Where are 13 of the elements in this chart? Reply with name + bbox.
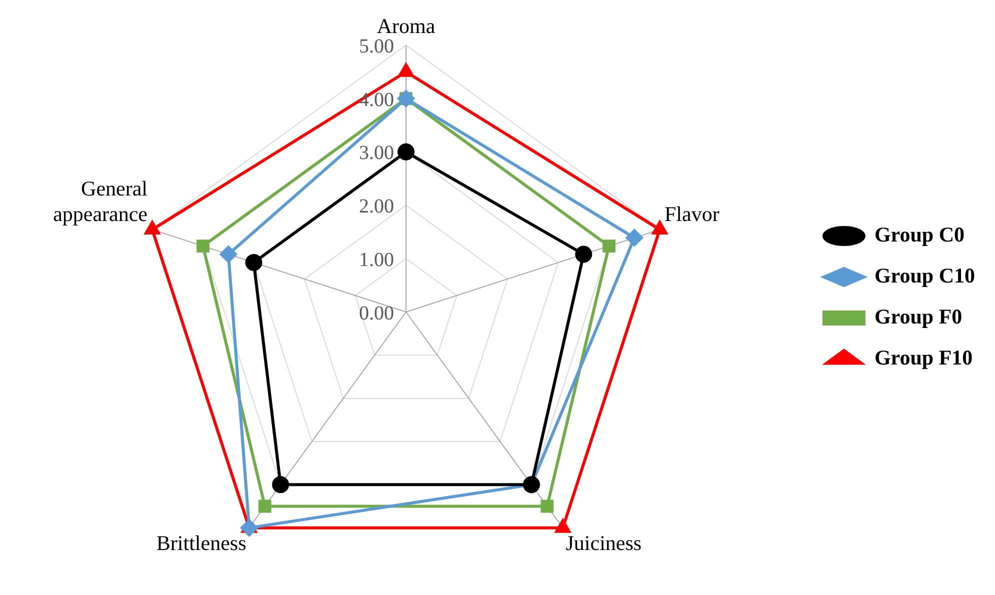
- spoke-label: Brittleness: [156, 531, 246, 556]
- legend-label: Group C10: [874, 263, 976, 288]
- y-tick-label: 1.00: [359, 248, 394, 271]
- spoke-label: General appearance: [53, 176, 148, 226]
- y-tick-label: 3.00: [359, 142, 394, 164]
- legend-label: Group F0: [874, 304, 962, 328]
- spoke-label: Flavor: [664, 202, 720, 226]
- spoke-label: Juiciness: [566, 531, 642, 556]
- y-tick-label: 0.00: [359, 302, 394, 324]
- y-tick-label: 2.00: [359, 196, 394, 218]
- y-tick-label: 4.00: [359, 88, 394, 111]
- legend-label: Group C0: [874, 222, 965, 246]
- legend-label: Group F10: [874, 345, 973, 370]
